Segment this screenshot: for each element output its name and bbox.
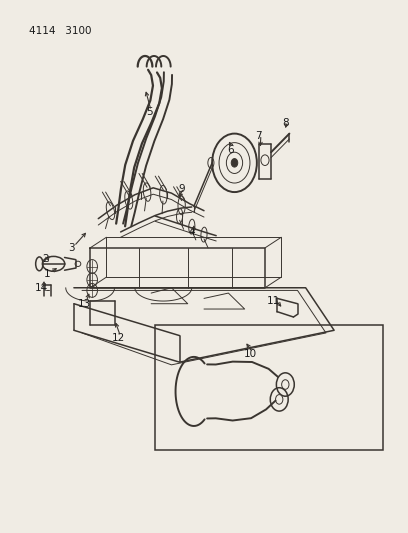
Circle shape: [275, 394, 283, 404]
Text: 4: 4: [188, 227, 195, 237]
Text: 1: 1: [44, 270, 51, 279]
Text: 14: 14: [35, 283, 48, 293]
Text: 10: 10: [244, 349, 257, 359]
Circle shape: [282, 379, 289, 389]
FancyBboxPatch shape: [155, 325, 383, 450]
Text: 7: 7: [255, 131, 262, 141]
Text: 12: 12: [112, 333, 125, 343]
Text: 4114   3100: 4114 3100: [29, 26, 92, 36]
Text: 6: 6: [227, 144, 234, 155]
Text: 5: 5: [146, 107, 153, 117]
Text: 3: 3: [69, 243, 75, 253]
Text: 13: 13: [78, 298, 91, 309]
Circle shape: [231, 159, 238, 167]
Text: 8: 8: [282, 118, 288, 128]
Text: 2: 2: [42, 254, 49, 263]
Text: 11: 11: [266, 296, 280, 306]
Text: 9: 9: [178, 184, 185, 195]
